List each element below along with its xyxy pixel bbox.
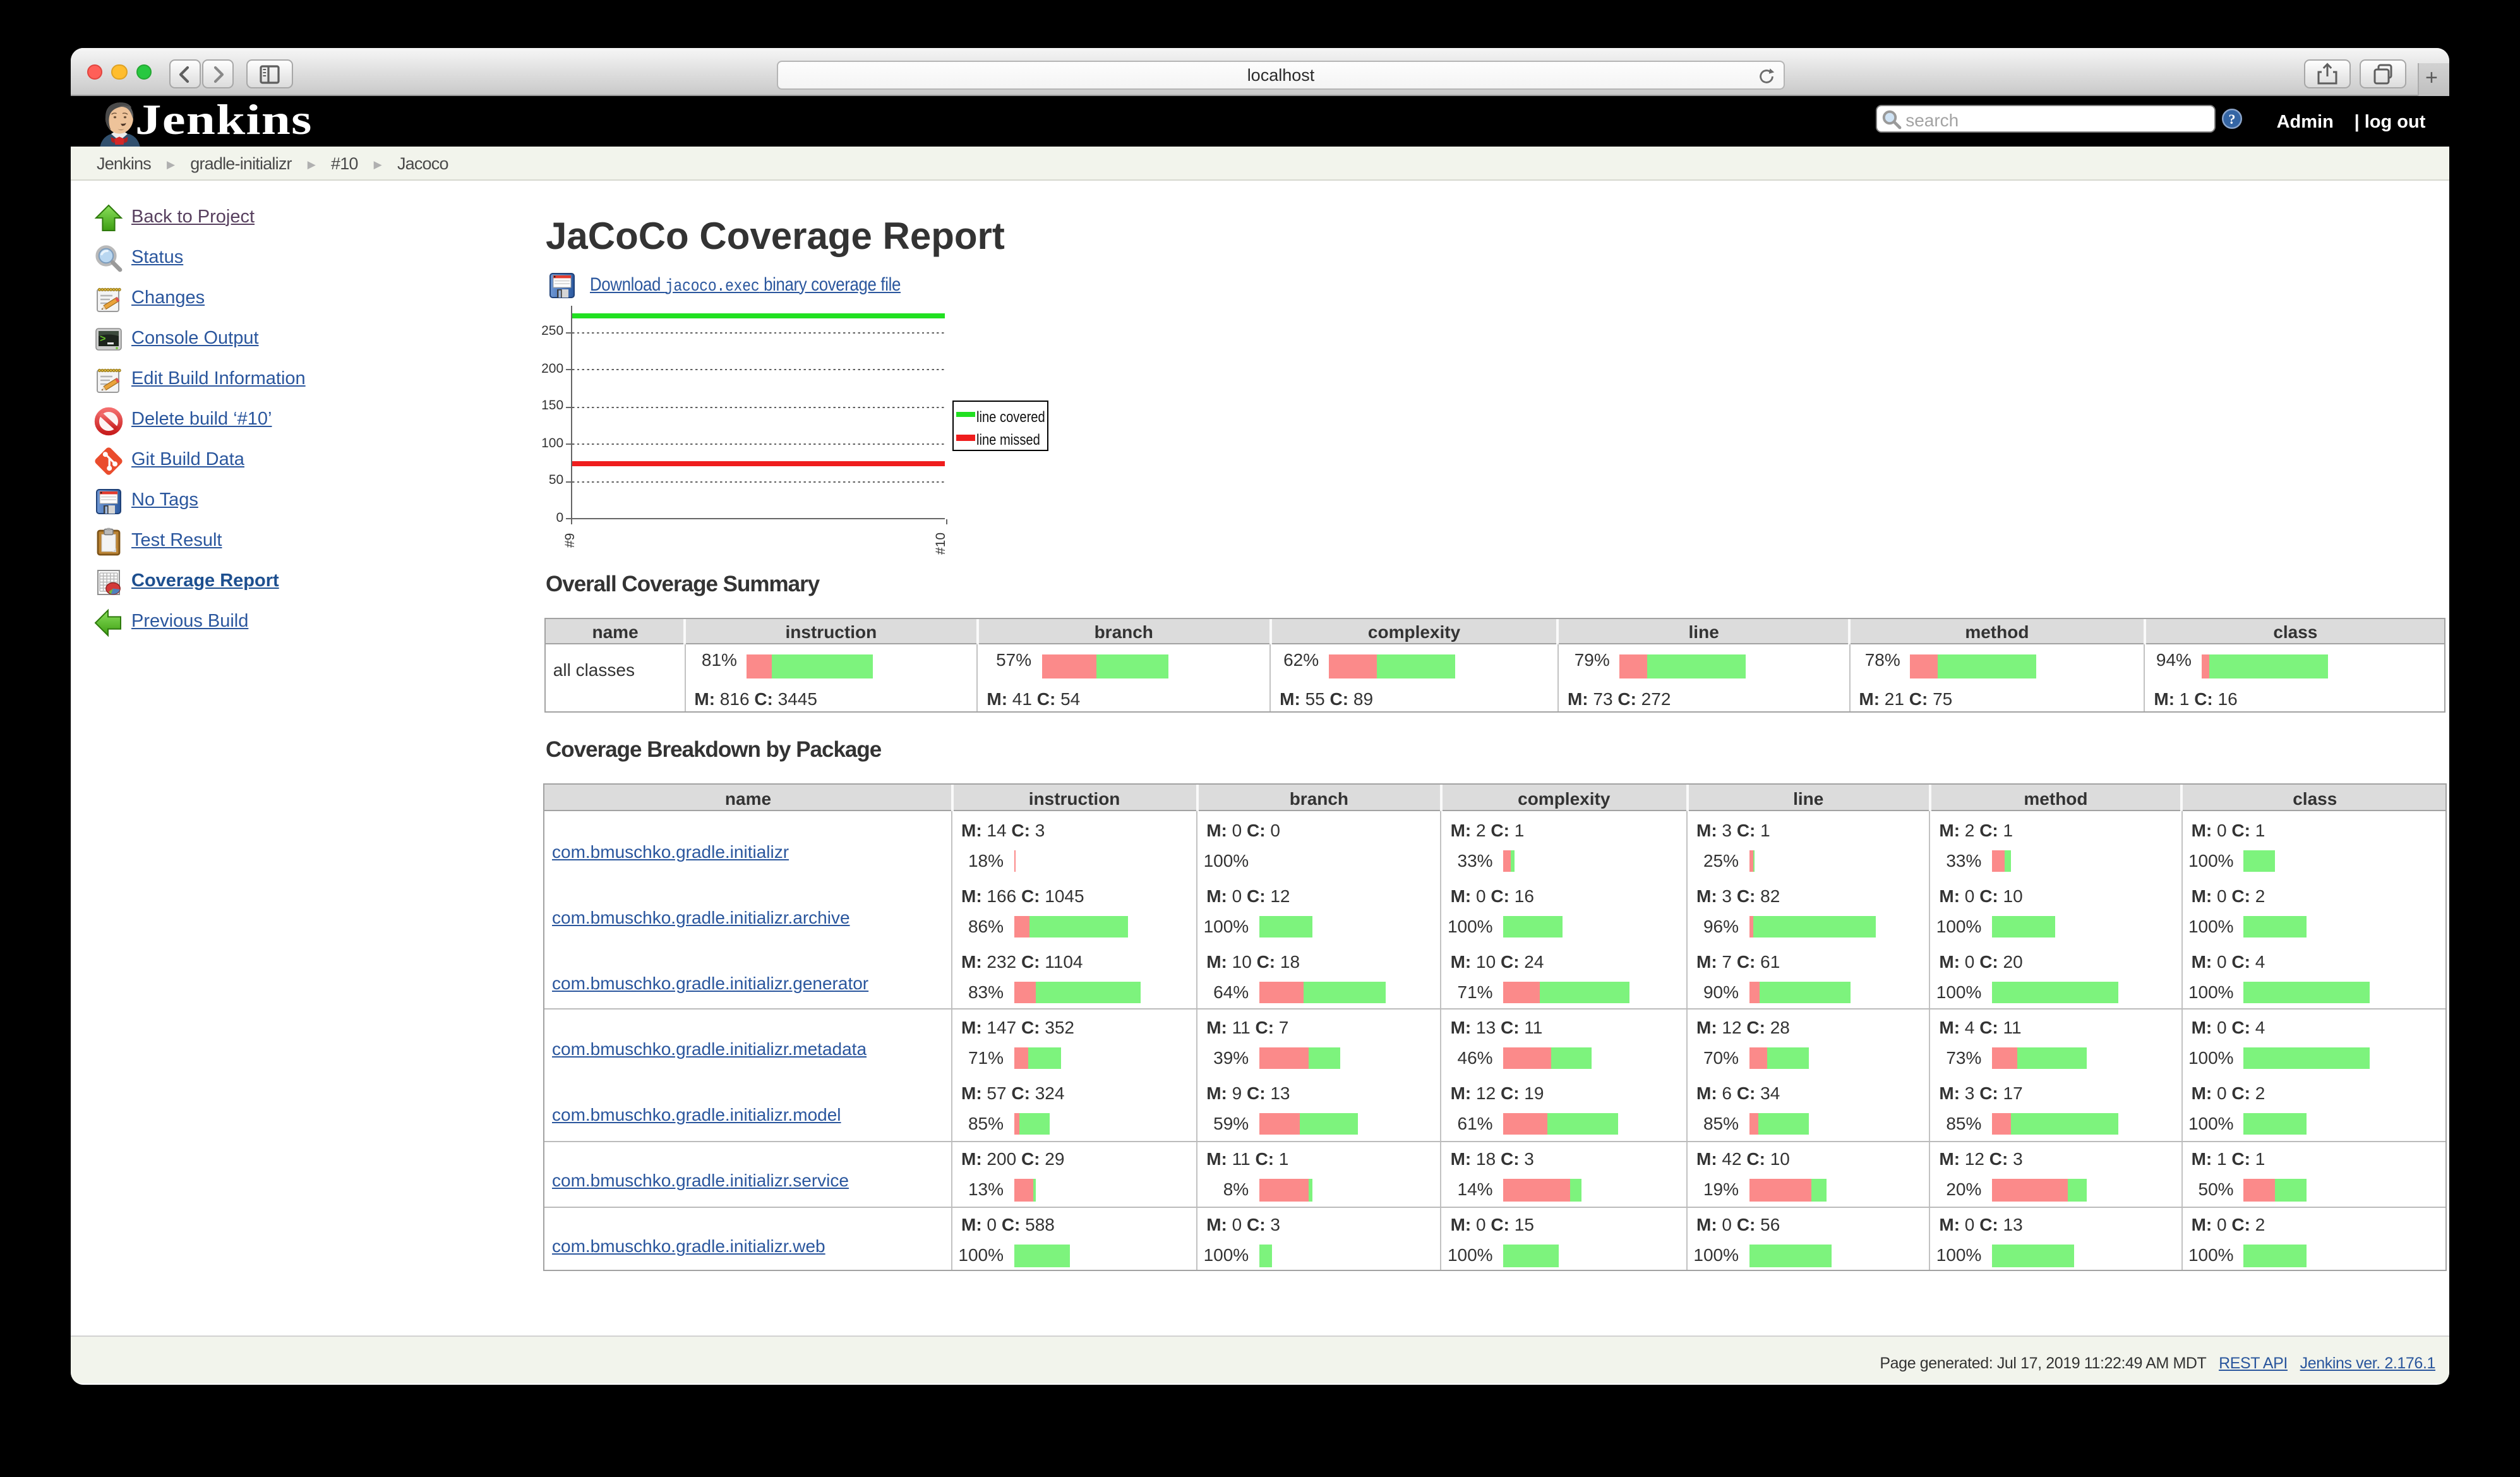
svg-text:>: >	[100, 333, 106, 344]
svg-text:?: ?	[2228, 111, 2235, 127]
